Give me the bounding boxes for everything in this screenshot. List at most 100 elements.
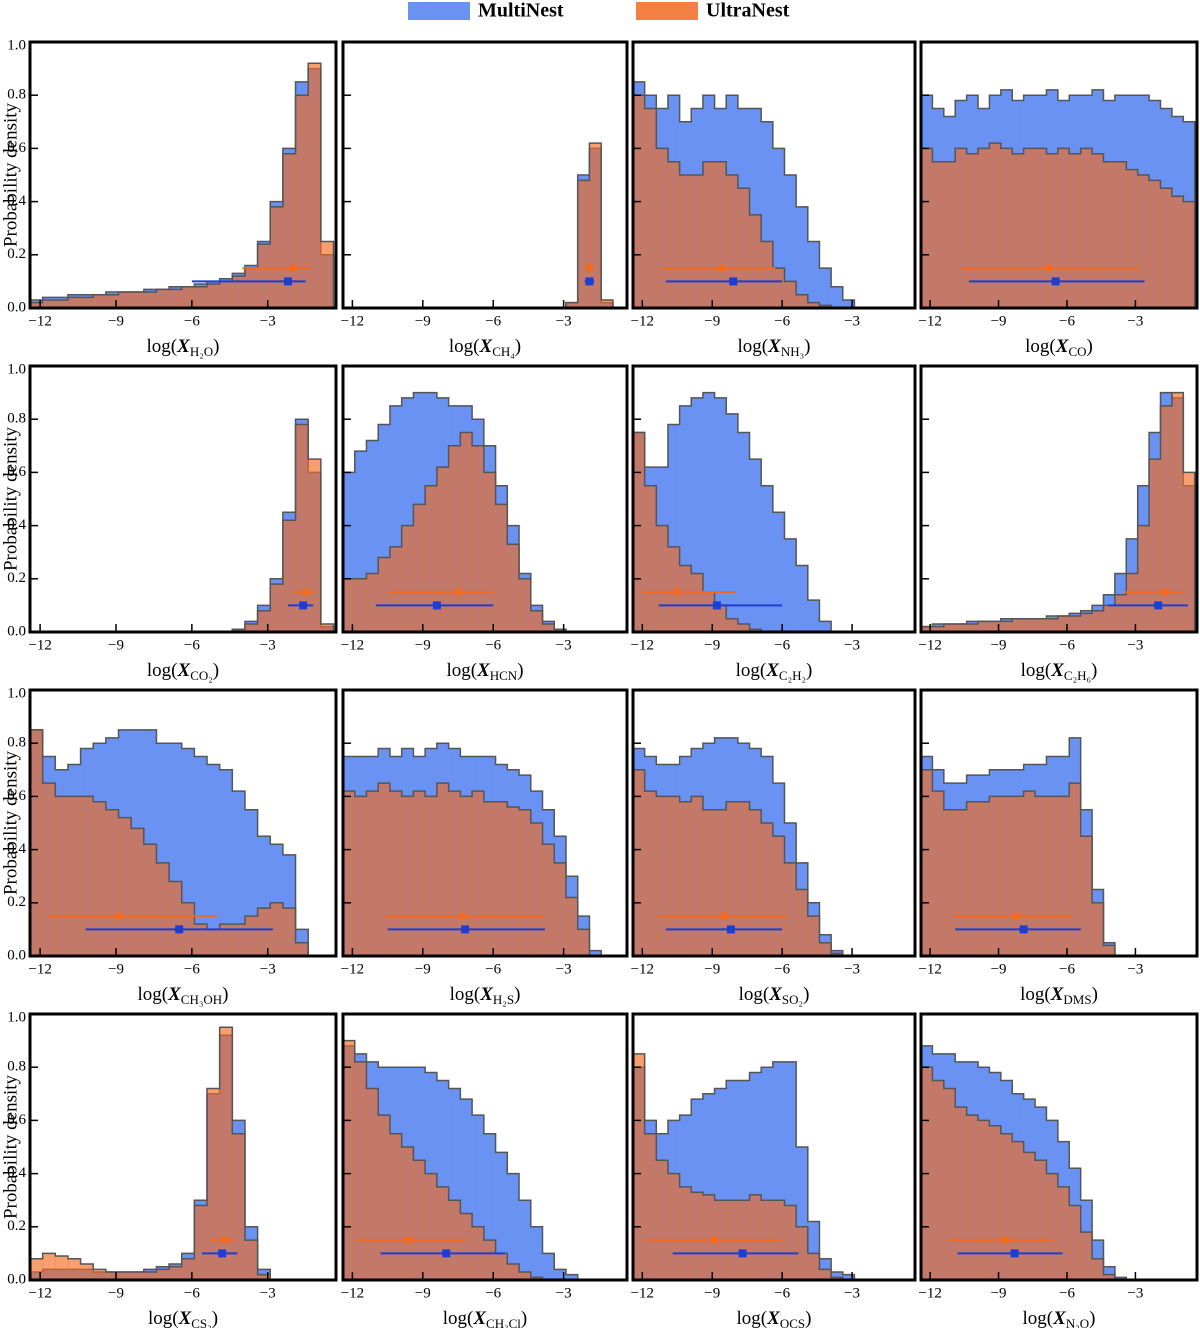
bar	[749, 1072, 762, 1280]
x-axis-label: log(XCH₃Cl)	[443, 1308, 528, 1328]
bar	[667, 161, 680, 308]
bar	[1092, 153, 1104, 308]
x-label-sub: H₂S	[493, 992, 514, 1007]
x-label-pre: log(	[449, 336, 480, 357]
bar-outline	[921, 737, 1195, 956]
bar	[761, 823, 774, 956]
x-label-var: X	[1055, 336, 1070, 357]
y-axis-label: Probability density	[0, 426, 21, 571]
y-tick-label: 0.6	[7, 788, 26, 804]
bar	[495, 504, 508, 632]
x-label-sub: HCN	[490, 668, 518, 683]
bar	[308, 459, 322, 632]
bar	[796, 206, 809, 308]
bar-outline	[921, 1045, 1195, 1280]
y-tick-label: 0.4	[7, 193, 26, 209]
x-label-sub: CO	[1068, 344, 1086, 359]
bar	[542, 844, 555, 956]
bar	[460, 1213, 473, 1280]
bar-outline	[921, 391, 1196, 632]
x-tick-label: −3	[556, 637, 572, 653]
bar-outline	[633, 1053, 913, 1280]
median-marker	[289, 264, 298, 273]
x-label-sub: CO₂	[190, 668, 213, 683]
bar	[320, 241, 334, 308]
bar	[761, 121, 774, 308]
x-label-sub: C₂H₆	[1064, 668, 1091, 683]
x-axis-label: log(XCS₂)	[148, 1308, 218, 1328]
bar	[42, 1253, 56, 1280]
bar	[633, 1053, 645, 1280]
plot-area	[921, 737, 1195, 956]
bar	[1069, 153, 1081, 308]
bar	[714, 161, 727, 308]
x-label-pre: log(	[148, 1308, 179, 1328]
bar	[691, 397, 704, 632]
bar	[807, 600, 820, 632]
x-label-post: )	[805, 1308, 811, 1328]
bar	[702, 1093, 715, 1280]
bar	[1126, 169, 1138, 308]
bar	[472, 791, 485, 956]
bar	[257, 244, 271, 308]
y-tick-label: 1.0	[7, 685, 26, 701]
panel-frame	[631, 364, 917, 634]
bar-outline	[30, 1034, 334, 1280]
plot-area	[343, 391, 625, 632]
bar	[726, 413, 739, 632]
bar	[354, 796, 367, 956]
bar	[691, 175, 704, 308]
median-marker	[717, 264, 726, 273]
x-label-post: )	[517, 660, 523, 681]
x-tick-label: −6	[485, 637, 501, 653]
bar	[460, 432, 473, 632]
panel-frame	[919, 40, 1199, 310]
bar	[702, 809, 715, 956]
median-marker	[1044, 264, 1053, 273]
y-tick-label: 0.4	[7, 517, 26, 533]
bar	[483, 1240, 496, 1280]
bar	[1069, 616, 1081, 632]
bar	[772, 148, 785, 308]
plot-area	[921, 391, 1196, 632]
bar	[67, 796, 81, 956]
plot-area	[633, 737, 913, 956]
bar	[507, 1173, 520, 1280]
x-axis-label: log(XDMS)	[1020, 984, 1098, 1007]
x-tick-label: −12	[631, 1285, 654, 1301]
x-tick-label: −6	[774, 637, 790, 653]
x-tick-label: −12	[28, 961, 51, 977]
bar	[295, 424, 309, 632]
bar	[30, 302, 43, 308]
bar	[1080, 613, 1093, 632]
bar	[667, 796, 680, 956]
x-label-var: X	[479, 984, 494, 1005]
median-marker	[461, 925, 470, 934]
plot-area	[921, 1045, 1195, 1280]
bar	[207, 1088, 220, 1280]
bar	[932, 626, 945, 632]
x-tick-label: −6	[774, 961, 790, 977]
bar	[105, 809, 119, 956]
y-tick-label: 0.8	[7, 411, 26, 427]
bar	[656, 796, 669, 956]
bar	[1080, 836, 1093, 956]
x-tick-label: −3	[260, 961, 276, 977]
x-tick-label: −6	[184, 313, 200, 329]
x-label-post: )	[521, 1308, 527, 1328]
bar	[507, 1264, 520, 1280]
bar	[425, 796, 438, 956]
bar	[737, 432, 750, 632]
bar	[30, 729, 43, 956]
bar	[194, 286, 208, 308]
bar	[472, 445, 485, 632]
bar	[1114, 594, 1127, 632]
legend-label: UltraNest	[706, 0, 790, 22]
plot-area	[921, 89, 1196, 308]
bar	[714, 605, 727, 632]
bar	[1023, 148, 1036, 308]
bar	[343, 791, 356, 956]
plot-area	[633, 1053, 913, 1280]
legend-label: MultiNest	[478, 0, 564, 22]
panel: −12 −9 −6 −3 log(XNH₃)	[631, 40, 917, 359]
